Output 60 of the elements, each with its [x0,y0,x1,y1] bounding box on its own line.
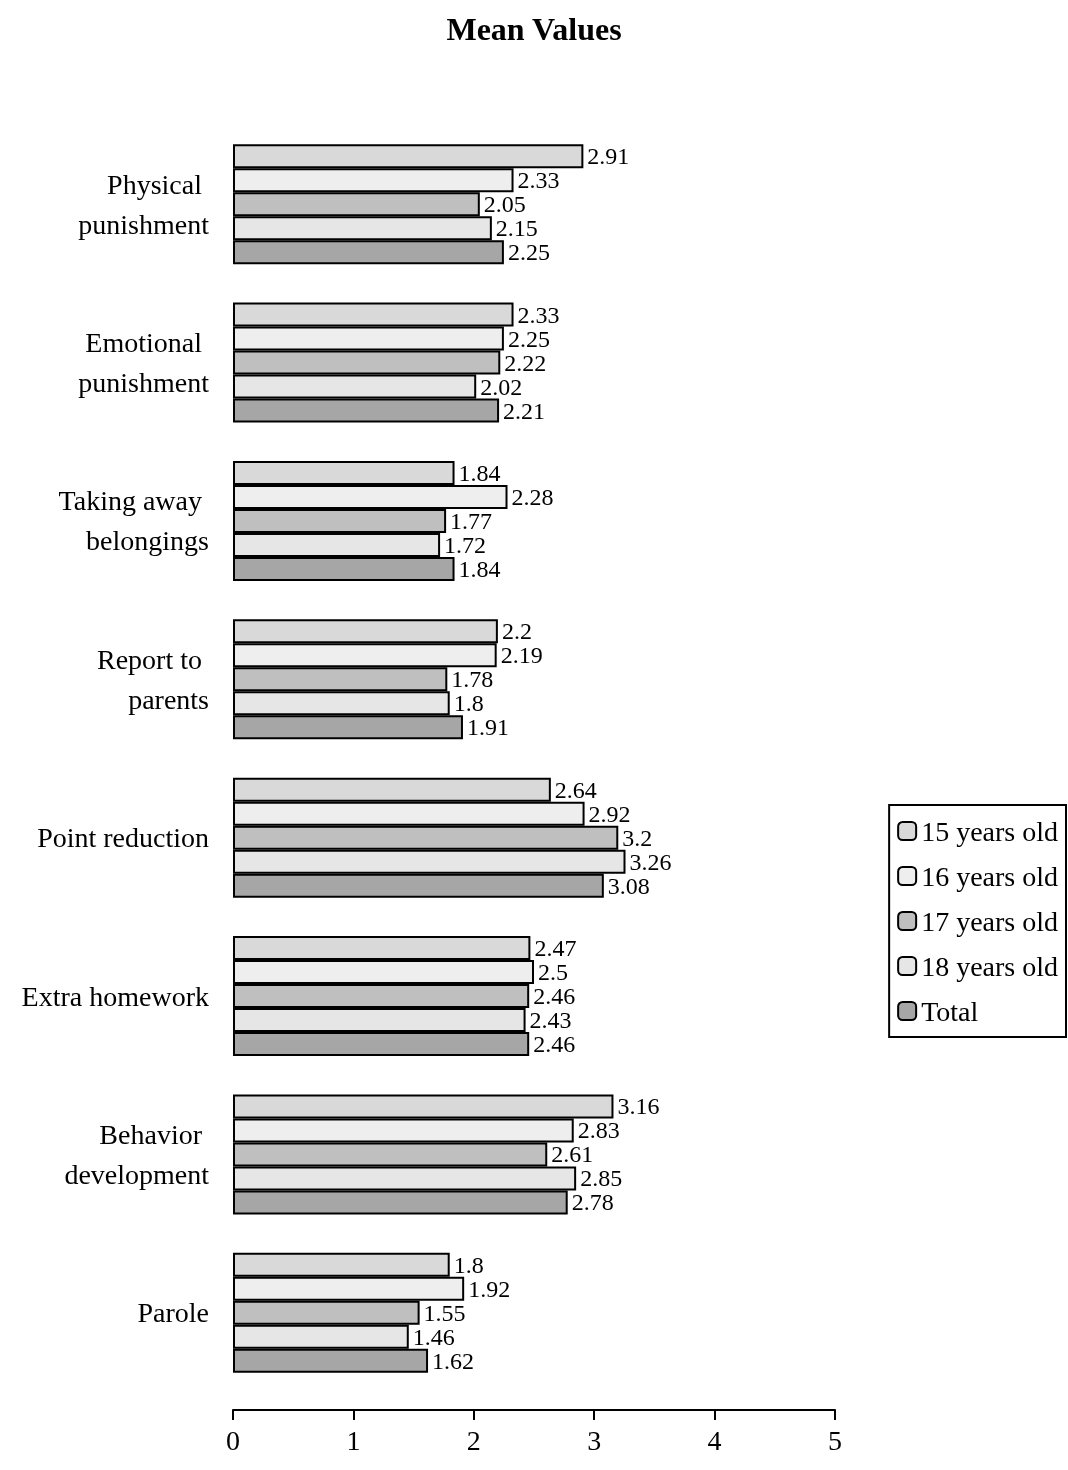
legend-label: 18 years old [921,950,1058,982]
data-label: 1.84 [458,555,501,582]
data-label: 2.25 [507,239,550,266]
legend-label: 15 years old [921,815,1058,847]
data-label: 1.8 [453,690,484,717]
data-label: 1.77 [450,507,493,534]
x-tick-label: 0 [226,1424,240,1456]
y-tick-label: Point reduction [37,822,209,854]
data-label: 2.64 [554,776,597,803]
data-label: 1.8 [453,1251,484,1278]
y-tick-label: Extra homework [21,980,209,1012]
data-label: 2.61 [551,1141,594,1168]
data-label: 2.46 [533,1031,576,1058]
data-label: 2.02 [480,373,523,400]
data-label: 2.47 [534,935,577,962]
data-label: 1.78 [451,666,494,693]
data-label: 1.72 [444,531,487,558]
x-tick-label: 5 [828,1424,842,1456]
data-label: 2.33 [517,301,560,328]
x-tick-label: 2 [466,1424,481,1456]
data-label: 2.46 [533,983,576,1010]
data-label: 2.19 [500,642,543,669]
data-label: 2.83 [577,1117,620,1144]
data-label: 2.78 [571,1189,614,1216]
legend-label: 17 years old [921,905,1058,937]
data-label: 1.46 [412,1323,455,1350]
data-label: 1.62 [432,1347,475,1374]
data-label: 1.55 [423,1299,466,1326]
y-tick-label: Behavior development [64,1118,210,1190]
data-label: 2.85 [580,1165,623,1192]
data-label: 3.26 [629,848,672,875]
data-label: 2.92 [588,800,631,827]
data-label: 2.2 [501,618,532,645]
data-label: 2.5 [538,959,568,986]
data-label: 2.28 [511,483,554,510]
data-label: 2.05 [483,191,526,218]
legend-label: Total [921,995,979,1027]
data-label: 2.43 [529,1007,572,1034]
data-label: 2.25 [507,325,550,352]
legend-label: 16 years old [921,860,1058,892]
y-tick-label: Report to parents [97,643,209,715]
data-label: 2.15 [495,215,538,242]
x-tick-label: 4 [707,1424,722,1456]
data-label: 3.08 [607,872,650,899]
y-tick-label: Physical punishment [78,168,210,240]
y-tick-label: Taking away belongings [58,485,209,557]
chart-title: Mean Values [446,11,622,47]
data-label: 3.2 [622,824,653,851]
data-label: 2.21 [503,397,546,424]
data-label: 1.84 [458,459,501,486]
data-label: 3.16 [617,1093,660,1120]
data-label: 1.92 [468,1275,511,1302]
y-tick-label: Parole [137,1297,209,1329]
x-tick-label: 3 [587,1424,602,1456]
y-tick-label: Emotional punishment [78,327,210,399]
data-label: 2.33 [517,167,560,194]
data-label: 2.22 [504,349,547,376]
x-tick-label: 1 [346,1424,361,1456]
data-label: 2.91 [587,143,630,170]
data-label: 1.91 [466,714,509,741]
